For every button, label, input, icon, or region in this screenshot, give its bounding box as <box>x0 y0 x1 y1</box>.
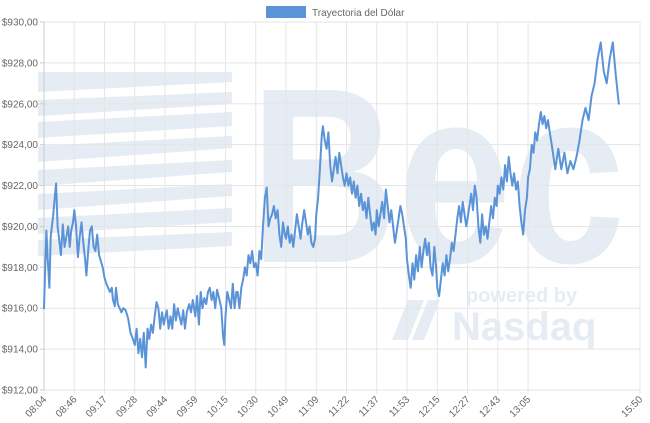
grid-lines <box>40 21 641 394</box>
x-tick-label: 11:09 <box>296 394 321 419</box>
y-tick-label: $918,00 <box>2 263 39 274</box>
x-tick-label: 12:43 <box>477 394 503 420</box>
y-axis-ticks: $912,00 $914,00 $916,00 $918,00 $920,00 $922,… <box>2 18 39 397</box>
x-tick-label: 13:05 <box>508 394 534 420</box>
series-line-dolar <box>43 41 620 369</box>
y-tick-label: $920,00 <box>2 222 39 233</box>
watermark-stripes <box>38 72 232 256</box>
x-tick-label: 10:15 <box>205 394 231 420</box>
y-tick-label: $928,00 <box>2 58 39 69</box>
y-tick-label: $916,00 <box>2 304 39 315</box>
x-tick-label: 08:04 <box>24 394 50 420</box>
y-tick-label: $922,00 <box>2 181 39 192</box>
x-tick-label: 12:15 <box>417 394 443 420</box>
x-tick-label: 09:59 <box>175 394 201 420</box>
x-tick-label: 09:17 <box>84 394 110 420</box>
x-tick-label: 09:44 <box>145 394 171 420</box>
legend-label: Trayectoria del Dólar <box>312 8 405 19</box>
x-tick-label: 10:30 <box>235 394 261 420</box>
legend[interactable]: Trayectoria del Dólar <box>266 6 405 19</box>
x-tick-label: 09:28 <box>114 394 140 420</box>
y-tick-label: $914,00 <box>2 345 39 356</box>
legend-swatch <box>266 6 306 18</box>
nasdaq-logo-icon <box>392 300 440 340</box>
y-tick-label: $912,00 <box>2 386 39 397</box>
x-tick-label: 08:46 <box>54 394 80 420</box>
y-tick-label: $930,00 <box>2 18 39 29</box>
x-tick-label: 11:22 <box>327 394 352 419</box>
x-axis-ticks: 08:04 08:46 09:17 09:28 09:44 09:59 10:15 10:30… <box>24 394 646 420</box>
x-tick-label: 15:50 <box>620 394 646 420</box>
watermark-nasdaq: Nasdaq <box>452 305 597 349</box>
watermark-powered-by: powered by <box>466 285 578 307</box>
y-tick-label: $926,00 <box>2 99 39 110</box>
bec-watermark: Bec powered by Nasdaq <box>38 36 625 349</box>
y-tick-label: $924,00 <box>2 140 39 151</box>
x-tick-label: 10:49 <box>266 394 292 420</box>
x-tick-label: 12:27 <box>447 394 473 420</box>
x-tick-label: 11:37 <box>357 394 382 419</box>
x-tick-label: 11:53 <box>387 394 412 419</box>
